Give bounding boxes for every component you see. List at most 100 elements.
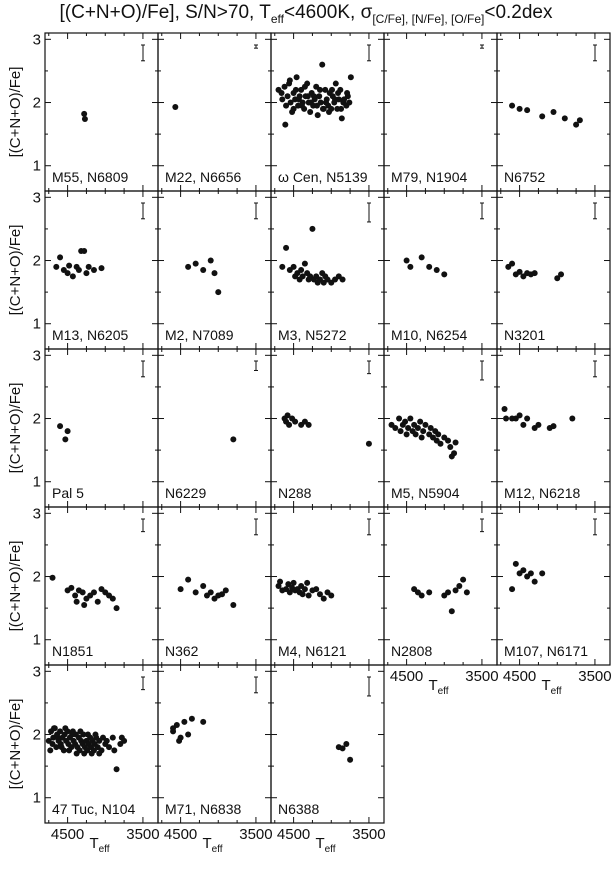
panel-label: M12, N6218 [504,485,580,501]
data-point [299,273,306,280]
data-point [561,115,568,122]
data-point [460,576,467,583]
data-point [422,421,429,428]
data-point [322,86,329,93]
data-point [98,265,105,272]
panel-label: M22, N6656 [165,169,241,185]
data-point [200,718,207,725]
x-tick-label: 4500 [277,826,310,843]
data-point [73,750,80,757]
data-point [62,436,69,443]
panel-18: M4, N6121 [270,506,385,666]
data-point [57,254,64,261]
data-point [69,728,76,735]
panel-frame [157,32,272,192]
panel-label: M107, N6171 [504,643,588,659]
data-point [407,415,414,422]
x-tick-label: 4500 [164,826,197,843]
y-tick-label: 3 [33,189,41,206]
data-point [111,747,118,754]
data-point [185,263,192,270]
data-point [94,598,101,605]
panel-4: M79, N1904 [383,32,498,192]
y-tick-label: 2 [33,569,41,586]
data-point [328,592,335,599]
data-point [441,271,448,278]
data-point [219,591,226,598]
panel-14: M5, N5904 [383,348,498,508]
data-point [573,121,580,128]
data-point [405,425,412,431]
data-point [192,589,199,596]
data-point [535,421,542,428]
panel-20: M107, N6171 4500 3500 Teff [496,506,612,697]
data-point [207,257,214,264]
panel-label: M10, N6254 [391,327,467,343]
panel-1: M55, N6809 1 2 3 [(C+N+O)/Fe] [7,31,159,192]
x-tick-label: 3500 [352,826,385,843]
panel-label: N1851 [52,643,93,659]
data-point [121,737,128,744]
data-point [64,270,71,277]
data-point [322,99,329,106]
panel-11: Pal 5 1 2 3 [(C+N+O)/Fe] [7,347,159,508]
panel-frame [157,506,272,666]
data-point [100,734,107,741]
panel-label: M55, N6809 [52,169,128,185]
x-axis-label-sub: eff [438,686,449,697]
data-point [290,579,297,586]
data-point [305,421,312,428]
data-point [402,418,409,425]
data-point [284,412,291,419]
data-point [72,592,79,599]
data-point [426,589,433,596]
data-point [550,109,557,115]
panel-label: 47 Tuc, N104 [52,801,135,817]
data-point [365,440,372,447]
data-point [527,570,534,577]
data-point [520,567,527,574]
data-point [176,737,183,744]
data-point [207,589,214,596]
y-axis-label: [(C+N+O)/Fe] [7,383,24,474]
y-tick-label: 2 [33,253,41,270]
data-point [316,591,323,598]
data-point [509,260,516,267]
data-point [298,267,305,273]
panel-12: N6229 [157,348,272,508]
data-point [332,80,339,87]
data-point [69,273,76,280]
data-point [284,93,291,100]
panel-label: M3, N5272 [278,327,347,343]
data-point [524,107,531,114]
y-tick-label: 2 [33,411,41,428]
data-point [329,86,336,93]
data-point [447,443,454,450]
y-tick-label: 1 [33,790,41,807]
data-point [73,598,80,605]
data-point [445,589,452,596]
panel-label: N2808 [391,643,432,659]
data-point [531,270,538,277]
data-point [339,276,346,283]
data-point [192,260,199,267]
data-point [90,589,97,596]
panel-8: M3, N5272 [270,190,385,350]
data-point [278,90,285,97]
panel-13: N288 [270,348,385,508]
data-point [503,415,510,422]
y-tick-label: 2 [33,95,41,112]
panel-frame [383,506,498,666]
data-point [62,725,69,732]
data-point [66,747,73,754]
x-axis-label-sub: eff [325,844,336,855]
x-axis-label-sub: eff [212,844,223,855]
panel-9: M10, N6254 [383,190,498,350]
panel-3: ω Cen, N5139 [270,32,385,192]
x-tick-label: 3500 [239,826,272,843]
panel-5: N6752 [496,32,611,192]
data-point [539,113,546,120]
title-suffix: <0.2dex [484,2,553,23]
data-point [319,61,326,68]
panel-frame [383,32,498,192]
